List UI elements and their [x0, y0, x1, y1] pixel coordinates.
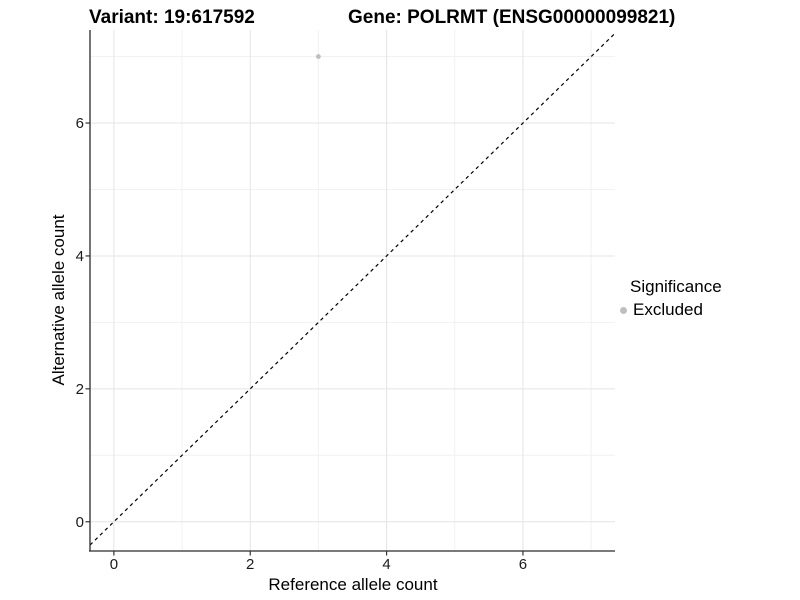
plot-title-variant: Variant: 19:617592	[89, 7, 255, 28]
major-gridlines	[90, 30, 615, 551]
identity-dashed-line	[89, 32, 616, 546]
y-tick-label: 0	[75, 513, 84, 531]
x-tick-label: 4	[382, 556, 391, 573]
y-tick-label: 2	[75, 380, 84, 398]
legend: Significance Excluded	[620, 277, 722, 320]
x-axis-title: Reference allele count	[268, 575, 438, 594]
axis-tick-marks	[85, 122, 524, 556]
data-points	[316, 54, 321, 59]
x-tick-label: 6	[518, 556, 528, 573]
axis-lines	[89, 30, 615, 552]
minor-gridlines	[90, 30, 615, 551]
y-tick-label: 4	[75, 247, 84, 265]
legend-title: Significance	[630, 277, 722, 296]
x-tick-label: 2	[246, 556, 255, 573]
legend-point-icon	[620, 306, 627, 314]
legend-entry-excluded: Excluded	[620, 300, 722, 320]
y-tick-label: 6	[75, 115, 84, 133]
x-tick-label: 0	[109, 556, 119, 573]
plot-title-gene: Gene: POLRMT (ENSG00000099821)	[348, 7, 676, 28]
data-point	[316, 54, 321, 59]
legend-entry-label: Excluded	[633, 300, 703, 319]
y-axis-title: Alternative allele count	[49, 214, 68, 386]
